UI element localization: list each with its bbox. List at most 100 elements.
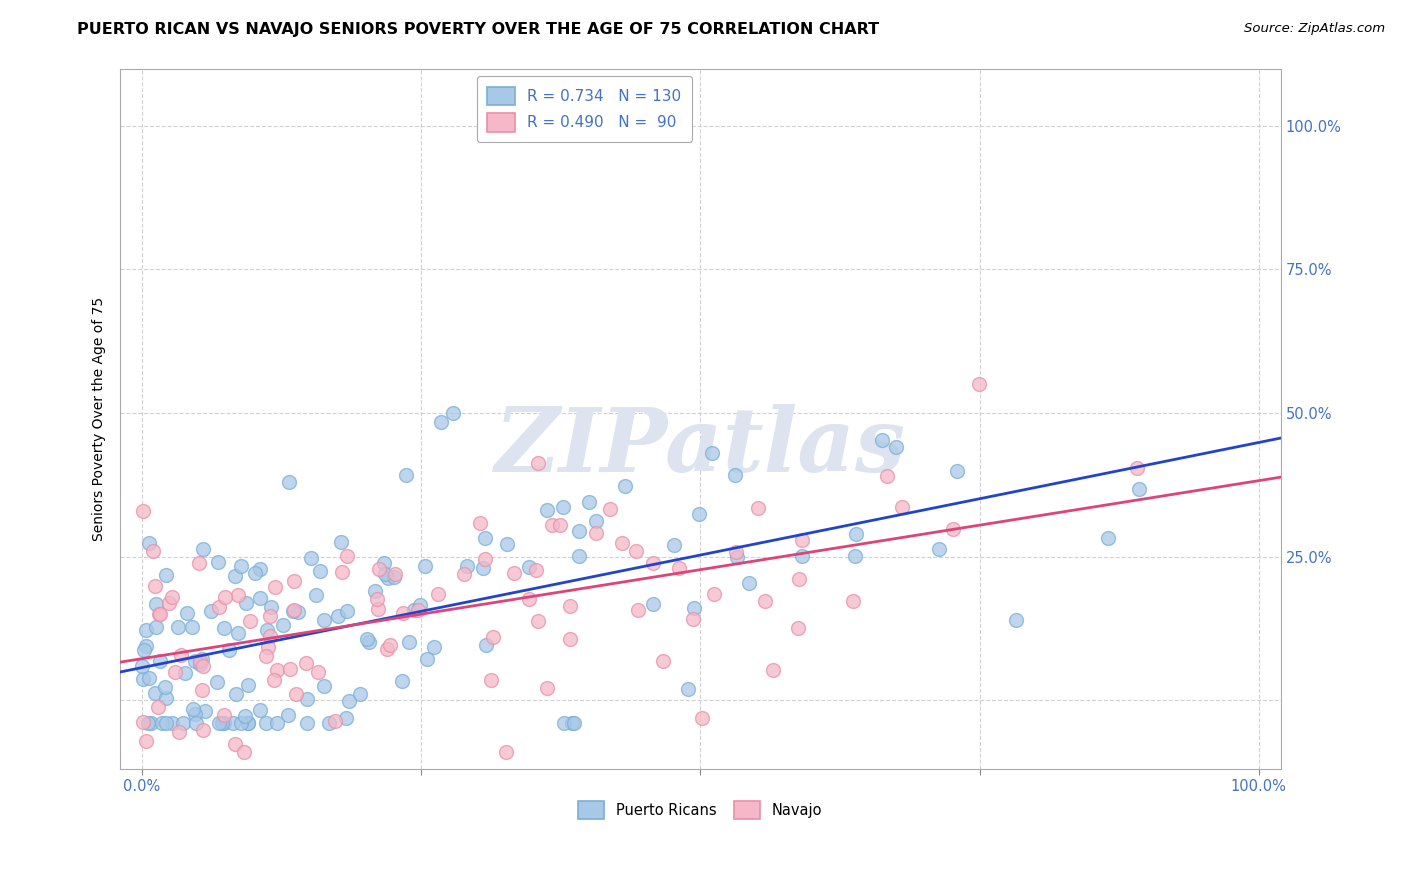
Point <box>441 406 464 420</box>
Point <box>205 675 228 690</box>
Point <box>266 715 288 730</box>
Text: ZIPatlas: ZIPatlas <box>495 403 905 490</box>
Point <box>254 648 277 663</box>
Point <box>688 508 710 522</box>
Point <box>283 574 305 588</box>
Point <box>312 613 335 627</box>
Point <box>553 715 575 730</box>
Point <box>249 591 271 605</box>
Point <box>725 549 748 564</box>
Point <box>281 604 304 618</box>
Point <box>946 464 969 478</box>
Point <box>364 584 387 599</box>
Point <box>155 716 177 731</box>
Point <box>207 555 229 569</box>
Point <box>356 632 378 647</box>
Point <box>404 603 426 617</box>
Point <box>453 566 475 581</box>
Point <box>143 579 166 593</box>
Point <box>844 549 866 563</box>
Point <box>723 467 745 482</box>
Point <box>870 433 893 447</box>
Point <box>664 538 686 552</box>
Point <box>643 557 665 571</box>
Point <box>336 549 359 564</box>
Point <box>527 615 550 629</box>
Text: PUERTO RICAN VS NAVAJO SENIORS POVERTY OVER THE AGE OF 75 CORRELATION CHART: PUERTO RICAN VS NAVAJO SENIORS POVERTY O… <box>77 22 880 37</box>
Point <box>366 592 388 607</box>
Point <box>377 571 399 585</box>
Point <box>561 716 583 731</box>
Point <box>378 638 401 652</box>
Point <box>472 560 495 574</box>
Point <box>747 501 769 516</box>
Point <box>233 708 256 723</box>
Point <box>167 725 190 739</box>
Point <box>224 737 246 751</box>
Point <box>135 639 157 653</box>
Point <box>160 590 183 604</box>
Point <box>700 445 723 459</box>
Point <box>845 527 868 541</box>
Point <box>613 479 636 493</box>
Point <box>928 541 950 556</box>
Point <box>391 674 413 689</box>
Point <box>548 517 571 532</box>
Point <box>690 711 713 725</box>
Point <box>475 638 498 652</box>
Point <box>495 536 517 550</box>
Point <box>264 580 287 594</box>
Point <box>278 662 301 676</box>
Point <box>676 682 699 697</box>
Point <box>558 599 581 613</box>
Point <box>373 556 395 570</box>
Point <box>527 457 550 471</box>
Point <box>406 603 429 617</box>
Point <box>150 716 173 731</box>
Point <box>536 681 558 695</box>
Legend: Puerto Ricans, Navajo: Puerto Ricans, Navajo <box>572 796 828 825</box>
Point <box>285 687 308 701</box>
Point <box>323 714 346 728</box>
Point <box>222 716 245 731</box>
Point <box>184 716 207 731</box>
Point <box>330 566 353 580</box>
Point <box>172 716 194 731</box>
Point <box>384 566 406 581</box>
Point <box>295 657 318 671</box>
Point <box>884 440 907 454</box>
Point <box>162 716 184 731</box>
Point <box>131 673 153 687</box>
Point <box>131 658 153 673</box>
Point <box>456 559 478 574</box>
Point <box>374 567 396 582</box>
Point <box>474 551 496 566</box>
Point <box>260 600 283 615</box>
Point <box>256 640 278 655</box>
Point <box>145 686 167 700</box>
Point <box>184 706 207 721</box>
Point <box>212 707 235 722</box>
Point <box>245 566 267 580</box>
Point <box>326 609 349 624</box>
Point <box>427 587 450 601</box>
Point <box>841 594 863 608</box>
Point <box>139 716 162 731</box>
Point <box>786 621 808 635</box>
Point <box>226 625 249 640</box>
Point <box>375 641 398 656</box>
Point <box>138 535 160 549</box>
Point <box>131 503 153 517</box>
Point <box>474 532 496 546</box>
Point <box>135 734 157 748</box>
Point <box>191 723 214 737</box>
Point <box>876 468 898 483</box>
Point <box>470 516 492 530</box>
Point <box>558 632 581 646</box>
Point <box>174 665 197 680</box>
Point <box>266 663 288 677</box>
Point <box>627 603 650 617</box>
Point <box>610 536 633 550</box>
Point <box>967 376 990 391</box>
Point <box>225 687 247 701</box>
